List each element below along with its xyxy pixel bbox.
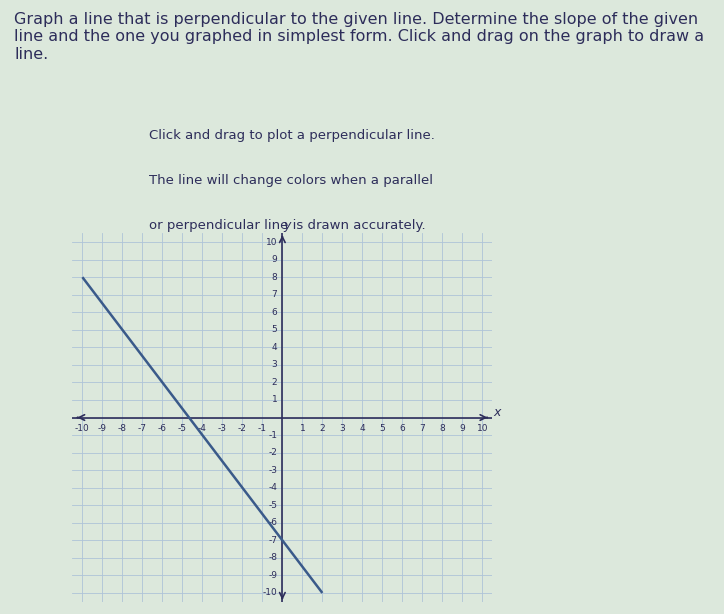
Text: -5: -5	[178, 424, 187, 433]
Text: -6: -6	[158, 424, 167, 433]
Text: -9: -9	[98, 424, 107, 433]
Text: x: x	[493, 406, 501, 419]
Text: y: y	[284, 219, 291, 231]
Text: -7: -7	[269, 536, 277, 545]
Text: 6: 6	[272, 308, 277, 317]
Text: Graph a line that is perpendicular to the given line. Determine the slope of the: Graph a line that is perpendicular to th…	[14, 12, 704, 62]
Text: 5: 5	[379, 424, 385, 433]
Text: -1: -1	[269, 430, 277, 440]
Text: -10: -10	[263, 588, 277, 597]
Text: -2: -2	[238, 424, 247, 433]
Text: -8: -8	[269, 553, 277, 562]
Text: Click and drag to plot a perpendicular line.: Click and drag to plot a perpendicular l…	[149, 129, 435, 142]
Text: -6: -6	[269, 518, 277, 527]
Text: 3: 3	[340, 424, 345, 433]
Text: 4: 4	[272, 343, 277, 352]
Text: 1: 1	[300, 424, 306, 433]
Text: 6: 6	[400, 424, 405, 433]
Text: -4: -4	[198, 424, 207, 433]
Text: 7: 7	[272, 290, 277, 299]
Text: -8: -8	[118, 424, 127, 433]
Text: 4: 4	[360, 424, 365, 433]
Text: -5: -5	[269, 501, 277, 510]
Text: -9: -9	[269, 571, 277, 580]
Text: 8: 8	[439, 424, 445, 433]
Text: or perpendicular line is drawn accurately.: or perpendicular line is drawn accuratel…	[149, 219, 426, 231]
Text: -10: -10	[75, 424, 90, 433]
Text: -7: -7	[138, 424, 147, 433]
Text: 10: 10	[476, 424, 488, 433]
Text: 2: 2	[319, 424, 325, 433]
Text: 10: 10	[266, 238, 277, 247]
Text: -1: -1	[258, 424, 267, 433]
Text: 7: 7	[419, 424, 425, 433]
Text: -4: -4	[269, 483, 277, 492]
Text: -3: -3	[218, 424, 227, 433]
Text: -3: -3	[269, 465, 277, 475]
Text: 8: 8	[272, 273, 277, 282]
Text: 2: 2	[272, 378, 277, 387]
Text: The line will change colors when a parallel: The line will change colors when a paral…	[149, 174, 433, 187]
Text: 3: 3	[272, 360, 277, 370]
Text: -2: -2	[269, 448, 277, 457]
Text: 9: 9	[272, 255, 277, 264]
Text: 5: 5	[272, 325, 277, 334]
Text: 9: 9	[460, 424, 466, 433]
Text: 1: 1	[272, 395, 277, 405]
